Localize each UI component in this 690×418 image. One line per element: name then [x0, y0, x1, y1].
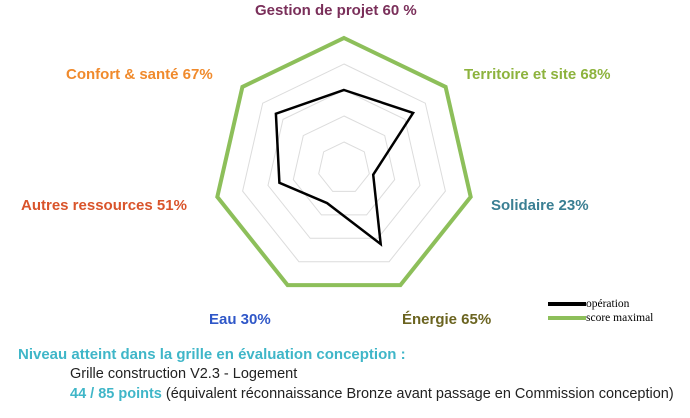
axis-label-autres-ressources: Autres ressources 51%	[21, 197, 187, 214]
legend-item-operation: opération	[548, 297, 653, 311]
legend-label-operation: opération	[586, 298, 630, 310]
legend-label-score-maximal: score maximal	[586, 312, 654, 324]
footer-points: 44 / 85 points	[70, 386, 162, 402]
footer-grid-name: Grille construction V2.3 - Logement	[70, 366, 298, 382]
axis-label-confort-sante: Confort & santé 67%	[66, 66, 213, 83]
legend: opération score maximal	[548, 297, 653, 325]
series-operation	[274, 88, 416, 247]
legend-item-score-maximal: score maximal	[548, 311, 653, 325]
footer-score-line: 44 / 85 points (équivalent réconnaissanc…	[70, 386, 674, 402]
legend-swatch-score-maximal	[548, 316, 586, 320]
axis-label-eau: Eau 30%	[209, 311, 271, 328]
axis-label-solidaire: Solidaire 23%	[491, 197, 589, 214]
grid-ring-80	[242, 63, 446, 263]
series-score-maximal	[215, 35, 473, 288]
axis-label-gestion-de-projet: Gestion de projet 60 %	[255, 2, 417, 19]
grid-ring-60	[267, 89, 421, 239]
footer-title: Niveau atteint dans la grille en évaluat…	[18, 346, 406, 363]
legend-swatch-operation	[548, 302, 586, 306]
axis-label-energie: Énergie 65%	[402, 311, 492, 328]
axis-label-territoire-et-site: Territoire et site 68%	[464, 66, 611, 83]
grid-ring-20	[318, 141, 370, 192]
footer-note: (équivalent réconnaissance Bronze avant …	[161, 386, 674, 402]
